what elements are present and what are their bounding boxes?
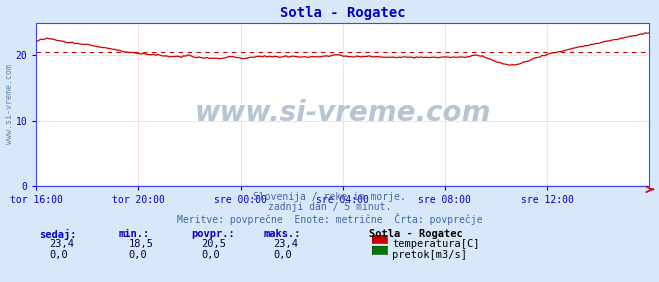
Text: Meritve: povprečne  Enote: metrične  Črta: povprečje: Meritve: povprečne Enote: metrične Črta:… bbox=[177, 213, 482, 225]
Text: temperatura[C]: temperatura[C] bbox=[392, 239, 480, 249]
Text: sedaj:: sedaj: bbox=[40, 229, 77, 240]
Text: 23,4: 23,4 bbox=[273, 239, 299, 249]
Text: www.si-vreme.com: www.si-vreme.com bbox=[5, 64, 14, 144]
Text: pretok[m3/s]: pretok[m3/s] bbox=[392, 250, 467, 259]
Text: zadnji dan / 5 minut.: zadnji dan / 5 minut. bbox=[268, 202, 391, 212]
Title: Sotla - Rogatec: Sotla - Rogatec bbox=[280, 6, 405, 20]
Text: 0,0: 0,0 bbox=[129, 250, 147, 259]
Text: Sotla - Rogatec: Sotla - Rogatec bbox=[369, 229, 463, 239]
Text: 0,0: 0,0 bbox=[273, 250, 292, 259]
Text: www.si-vreme.com: www.si-vreme.com bbox=[194, 98, 491, 127]
Text: povpr.:: povpr.: bbox=[191, 229, 235, 239]
Text: 0,0: 0,0 bbox=[49, 250, 68, 259]
Text: Slovenija / reke in morje.: Slovenija / reke in morje. bbox=[253, 192, 406, 202]
Text: 0,0: 0,0 bbox=[201, 250, 219, 259]
Text: 23,4: 23,4 bbox=[49, 239, 74, 249]
Text: 20,5: 20,5 bbox=[201, 239, 226, 249]
Text: 18,5: 18,5 bbox=[129, 239, 154, 249]
Text: maks.:: maks.: bbox=[264, 229, 301, 239]
Text: min.:: min.: bbox=[119, 229, 150, 239]
